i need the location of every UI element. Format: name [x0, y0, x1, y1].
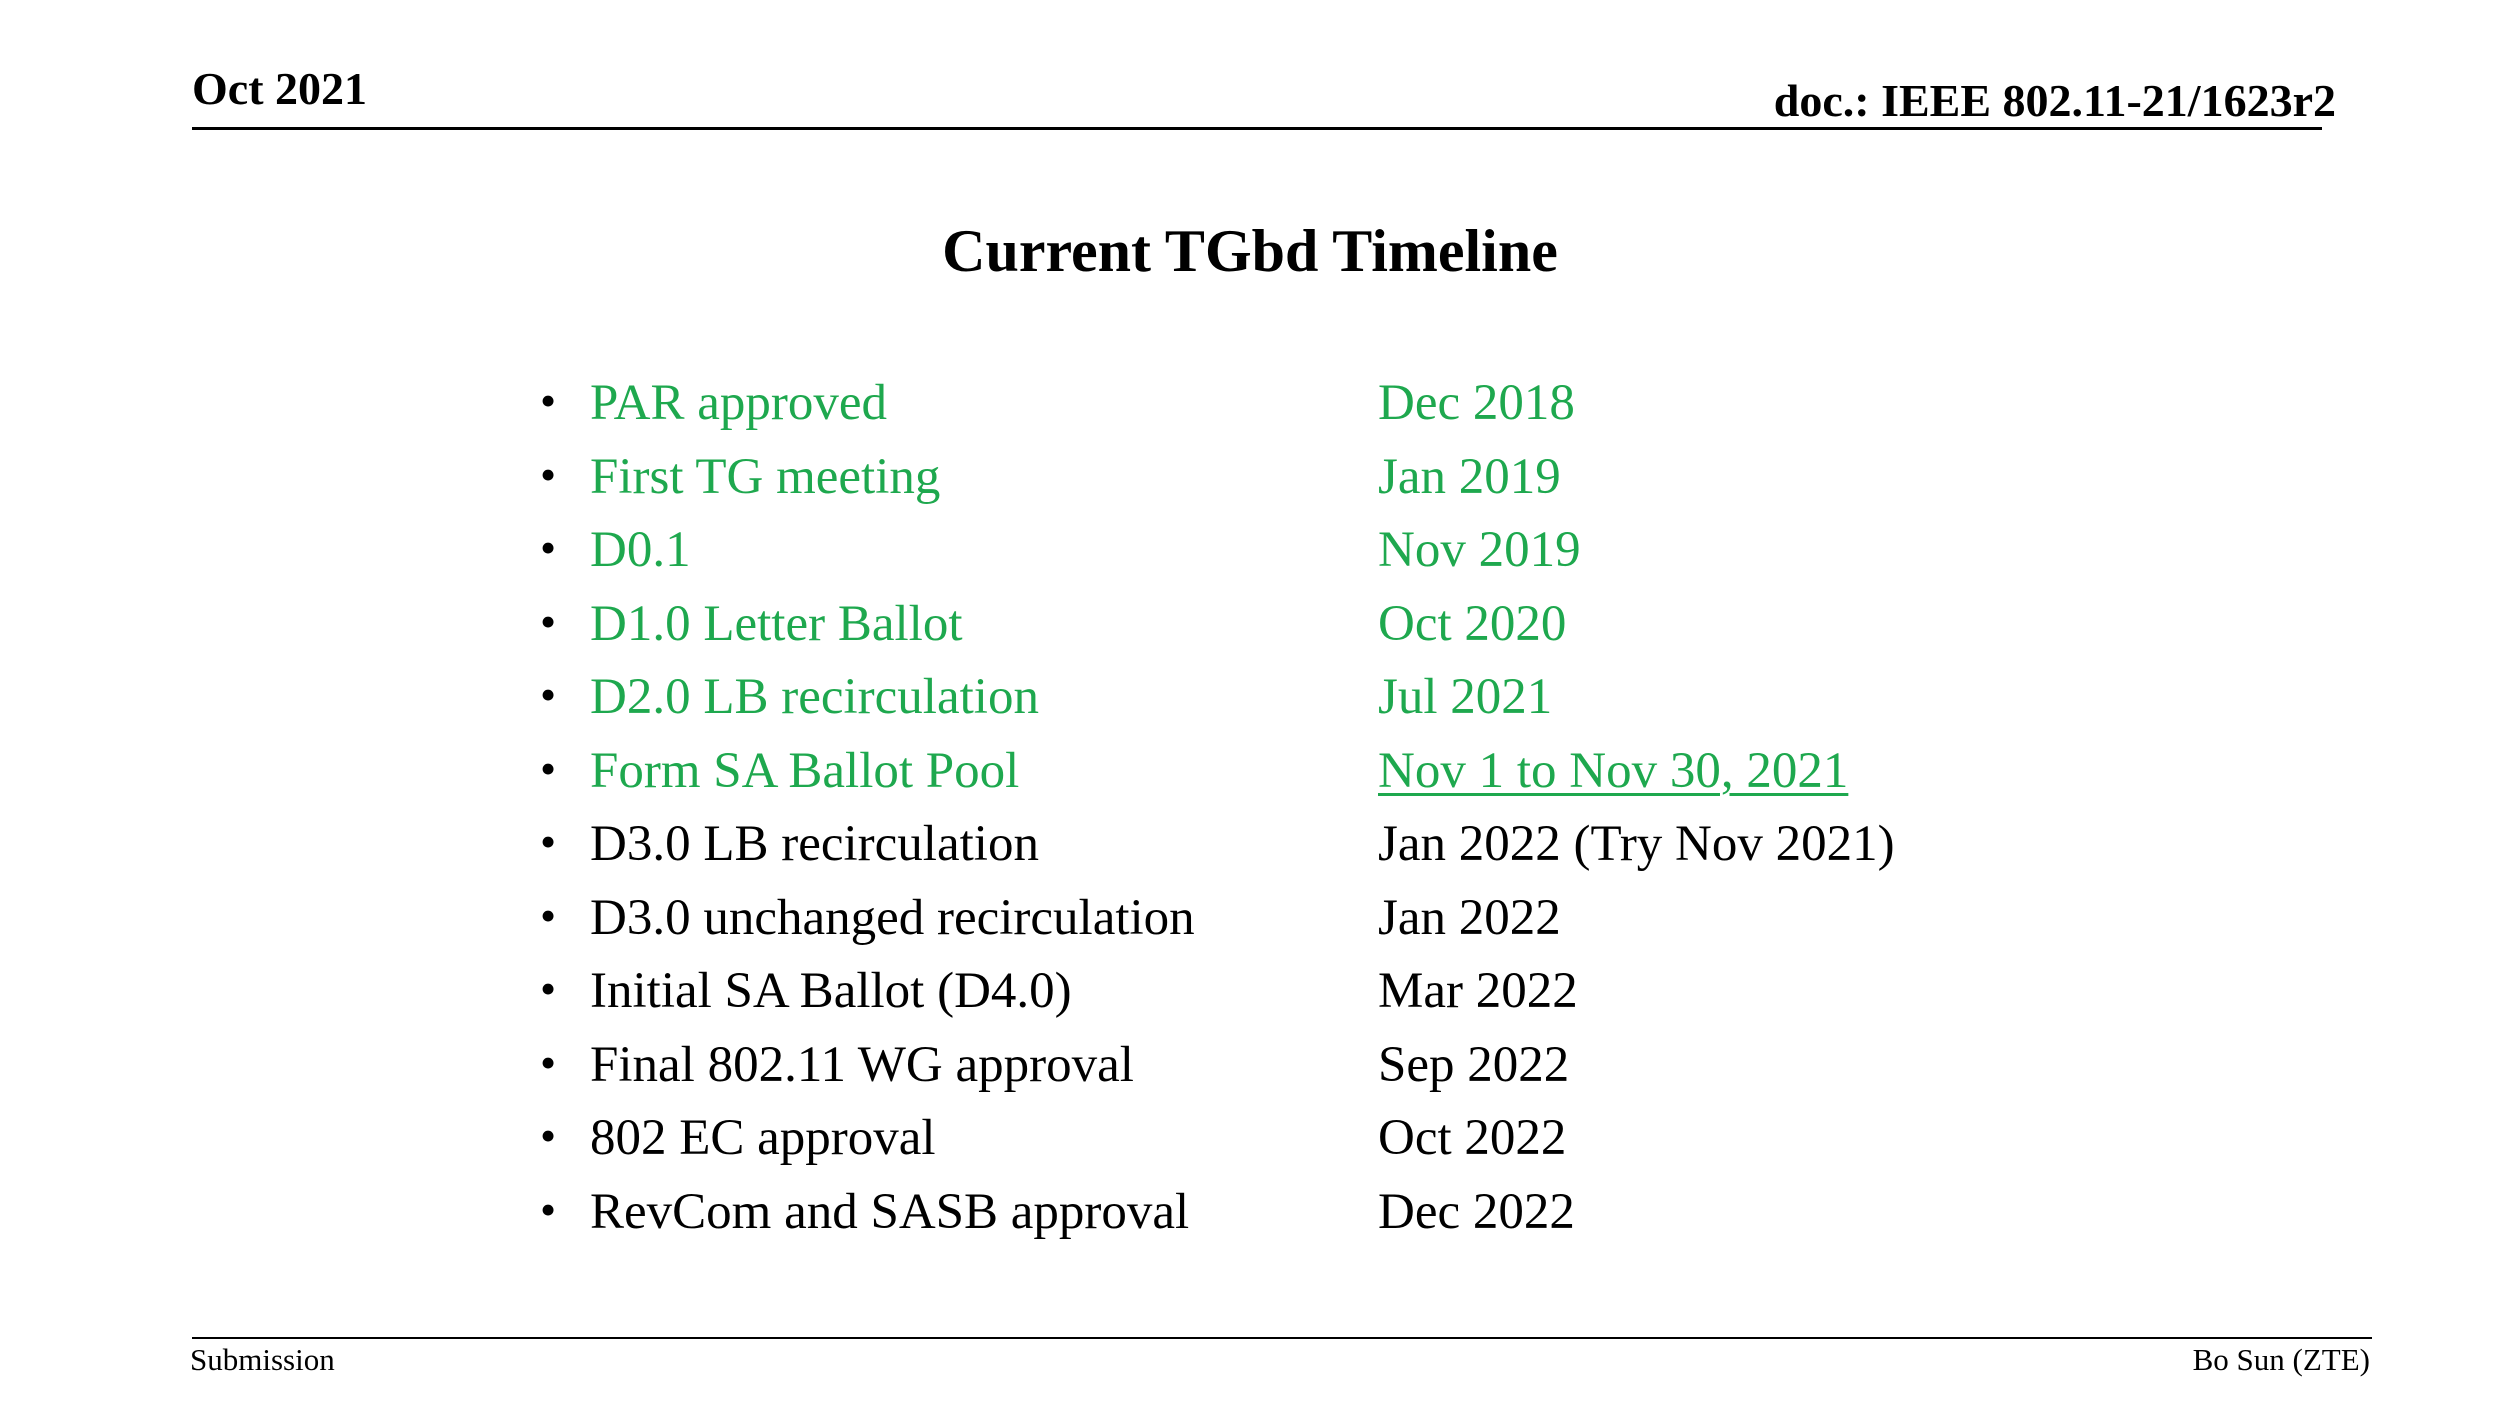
milestone-date: Jul 2021: [1378, 669, 1553, 725]
bullet-icon: •: [540, 1110, 557, 1161]
milestone-label: 802 EC approval: [590, 1110, 936, 1166]
milestone-date: Jan 2022 (Try Nov 2021): [1378, 816, 1895, 872]
bullet-icon: •: [540, 889, 557, 941]
milestone-label: RevCom and SASB approval: [590, 1183, 1190, 1240]
milestone-label: Final 802.11 WG approval: [590, 1036, 1134, 1093]
header-divider: [192, 127, 2322, 130]
milestone-label: D0.1: [590, 522, 691, 578]
bullet-icon: •: [540, 595, 557, 647]
bullet-icon: •: [540, 1036, 557, 1088]
bullet-icon: •: [540, 448, 557, 500]
milestone-label: Initial SA Ballot (D4.0): [590, 963, 1072, 1019]
bullet-icon: •: [540, 742, 557, 794]
bullet-icon: •: [540, 816, 557, 867]
slide-title: Current TGbd Timeline: [942, 218, 1558, 284]
milestone-label: D3.0 unchanged recirculation: [590, 889, 1195, 946]
milestone-date: Mar 2022: [1378, 963, 1578, 1019]
footer-submission: Submission: [190, 1342, 335, 1377]
bullet-icon: •: [540, 963, 557, 1014]
header-date: Oct 2021: [192, 63, 368, 114]
milestone-date: Oct 2022: [1378, 1110, 1567, 1166]
header-doc-id: doc.: IEEE 802.11-21/1623r2: [1773, 75, 2336, 126]
milestone-label: PAR approved: [590, 375, 888, 431]
bullet-icon: •: [540, 522, 557, 573]
milestone-date: Sep 2022: [1378, 1036, 1570, 1093]
milestone-date: Dec 2022: [1378, 1183, 1575, 1240]
milestone-date: Jan 2022: [1378, 889, 1561, 946]
footer-author: Bo Sun (ZTE): [2192, 1342, 2370, 1377]
milestone-label: Form SA Ballot Pool: [590, 742, 1020, 799]
bullet-icon: •: [540, 1183, 557, 1235]
milestone-date: Nov 2019: [1378, 522, 1581, 578]
milestone-label: D2.0 LB recirculation: [590, 669, 1039, 725]
milestone-date: Jan 2019: [1378, 448, 1561, 505]
milestone-label: D1.0 Letter Ballot: [590, 595, 963, 652]
bullet-icon: •: [540, 669, 557, 720]
bullet-icon: •: [540, 375, 557, 426]
milestone-date: Oct 2020: [1378, 595, 1567, 652]
milestone-date-link[interactable]: Nov 1 to Nov 30, 2021: [1378, 742, 1849, 799]
footer-divider: [192, 1337, 2372, 1339]
milestone-date: Dec 2018: [1378, 375, 1575, 431]
milestone-label: First TG meeting: [590, 448, 941, 505]
milestone-label: D3.0 LB recirculation: [590, 816, 1039, 872]
